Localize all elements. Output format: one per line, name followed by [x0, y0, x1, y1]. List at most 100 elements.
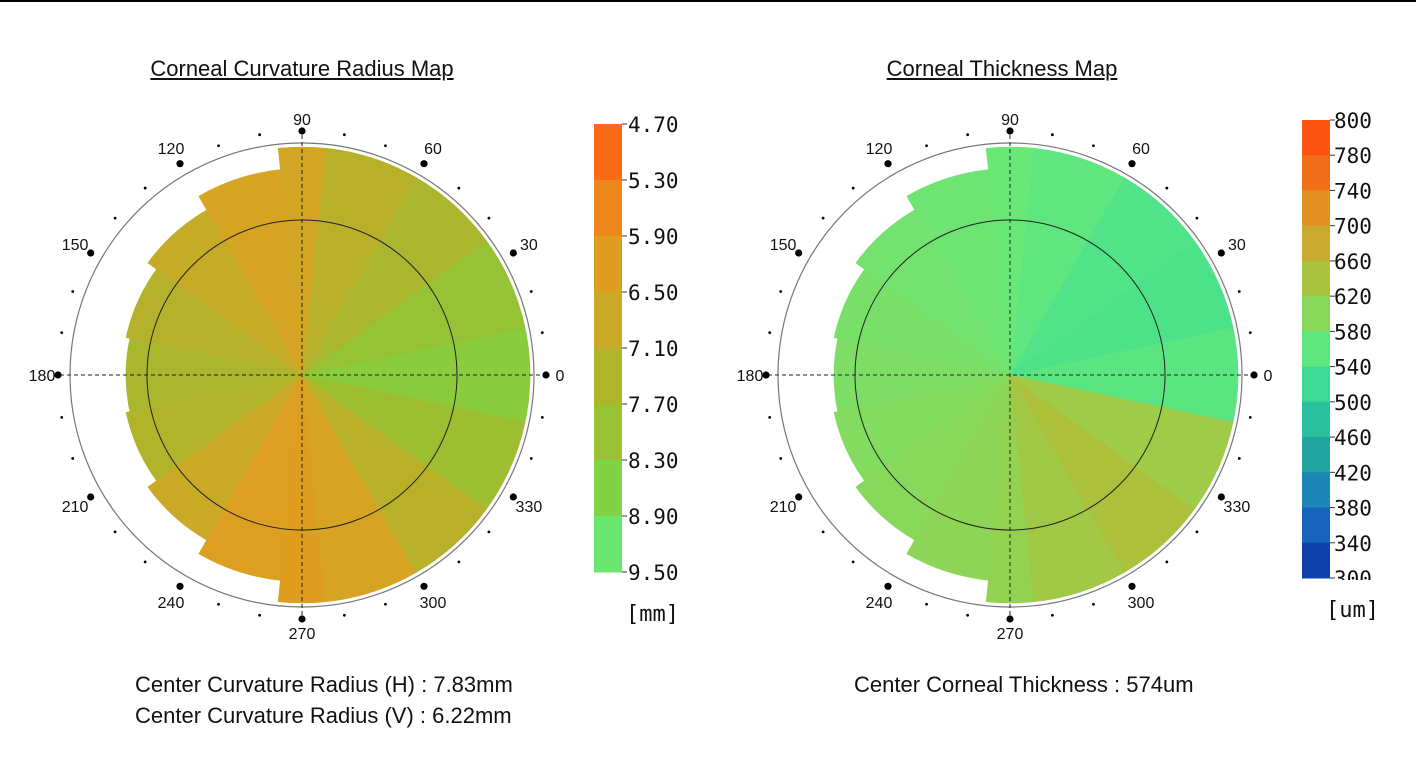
angle-tick — [258, 613, 262, 617]
colorbar-tick-label: 300 — [1334, 567, 1372, 580]
colorbar-tick-label: 5.90 — [628, 225, 679, 249]
colorbar-tick-label: 6.50 — [628, 281, 679, 305]
colorbar-tick-label: 7.70 — [628, 393, 679, 417]
stat-value: 574um — [1126, 672, 1194, 697]
angle-tick — [540, 331, 544, 335]
colorbar-tick-label: 460 — [1334, 426, 1372, 450]
angle-label: 180 — [29, 368, 56, 385]
angle-label: 150 — [770, 237, 797, 254]
map-sector — [1009, 374, 1234, 510]
angle-tick — [1092, 602, 1095, 606]
angle-marker — [1217, 249, 1225, 257]
colorbar-band — [594, 124, 622, 181]
colorbar-tick-label: 540 — [1334, 356, 1372, 380]
colorbar-band — [1302, 120, 1330, 156]
colorbar-band — [1302, 507, 1330, 544]
angle-label: 150 — [62, 237, 89, 254]
colorbar-tick-label: 420 — [1334, 461, 1372, 485]
angle-marker — [509, 249, 517, 257]
angle-tick — [925, 144, 928, 148]
angle-label: 330 — [516, 499, 543, 516]
angle-tick — [540, 415, 544, 419]
colorbar-band — [1302, 472, 1330, 509]
angle-tick — [217, 602, 220, 606]
angle-tick — [966, 133, 970, 137]
angle-label: 270 — [997, 626, 1024, 643]
angle-tick — [821, 530, 825, 534]
thickness-map-title: Corneal Thickness Map — [886, 56, 1118, 81]
colorbar-tick-label: 8.30 — [628, 449, 679, 473]
angle-marker — [87, 493, 95, 501]
center-corneal-thickness: Center Corneal Thickness : 574um — [854, 672, 1194, 697]
center-curvature-v: Center Curvature Radius (V) : 6.22mm — [135, 703, 512, 728]
map-sector — [855, 209, 1011, 376]
angle-marker — [420, 582, 428, 590]
angle-tick — [143, 186, 147, 190]
angle-tick — [529, 457, 533, 460]
angle-marker — [420, 160, 428, 168]
angle-label: 240 — [158, 595, 185, 612]
angle-tick — [821, 216, 825, 220]
angle-label: 210 — [62, 499, 89, 516]
angle-label: 0 — [556, 368, 565, 385]
angle-marker — [298, 615, 306, 623]
angle-marker — [1217, 493, 1225, 501]
angle-tick — [779, 457, 783, 460]
angle-tick — [1050, 613, 1054, 617]
colorbar-tick-label: 740 — [1334, 179, 1372, 203]
colorbar-band — [1302, 296, 1330, 332]
angle-marker — [87, 249, 95, 257]
angle-marker — [298, 127, 306, 135]
angle-tick — [925, 602, 928, 606]
colorbar-band — [1302, 190, 1330, 227]
angle-tick — [342, 613, 346, 617]
colorbar-band — [594, 460, 622, 517]
angle-marker — [54, 371, 62, 379]
colorbar-tick-label: 700 — [1334, 215, 1372, 239]
angle-tick — [60, 331, 64, 335]
angle-label: 210 — [770, 499, 797, 516]
angle-tick — [1248, 331, 1252, 335]
angle-tick — [851, 186, 855, 190]
stat-value: 6.22mm — [432, 703, 512, 728]
angle-tick — [768, 331, 772, 335]
colorbar-band — [1302, 225, 1330, 262]
angle-label: 120 — [158, 141, 185, 158]
angle-tick — [966, 613, 970, 617]
angle-tick — [60, 415, 64, 419]
map-sector — [301, 374, 526, 510]
stat-label: Center Corneal Thickness — [854, 672, 1108, 697]
angle-marker — [1250, 371, 1258, 379]
map-sector — [198, 169, 303, 376]
angle-tick — [1237, 457, 1241, 460]
colorbar-tick-label: 7.10 — [628, 337, 679, 361]
curvature-colorbar: 4.70 5.30 5.90 6.50 7.10 7.70 8.30 8.90 9.50 — [594, 113, 679, 580]
colorbar-tick-label: 800 — [1334, 110, 1372, 133]
colorbar-tick-label: 500 — [1334, 391, 1372, 415]
angle-tick — [113, 216, 117, 220]
angle-label: 30 — [1228, 237, 1246, 254]
curvature-map-title: Corneal Curvature Radius Map — [150, 56, 454, 81]
angle-marker — [795, 249, 803, 257]
center-curvature-h: Center Curvature Radius (H) : 7.83mm — [135, 672, 513, 697]
angle-tick — [851, 560, 855, 564]
angle-marker — [1128, 160, 1136, 168]
angle-marker — [542, 371, 550, 379]
colorbar-tick-label: 8.90 — [628, 505, 679, 529]
thickness-colorbar: 800 780 740 700 660 620 580 540 500 460 420 380 340 3… — [1302, 110, 1372, 580]
angle-tick — [71, 457, 75, 460]
colorbar-band — [594, 236, 622, 293]
angle-label: 120 — [866, 141, 893, 158]
angle-tick — [487, 216, 491, 220]
angle-tick — [217, 144, 220, 148]
angle-label: 60 — [424, 141, 442, 158]
colorbar-tick-label: 620 — [1334, 285, 1372, 309]
angle-marker — [176, 160, 184, 168]
angle-tick — [258, 133, 262, 137]
colorbar-band — [594, 180, 622, 237]
angle-tick — [1165, 186, 1169, 190]
angle-tick — [1195, 216, 1199, 220]
angle-tick — [342, 133, 346, 137]
angle-label: 330 — [1224, 499, 1251, 516]
angle-tick — [1237, 290, 1241, 293]
